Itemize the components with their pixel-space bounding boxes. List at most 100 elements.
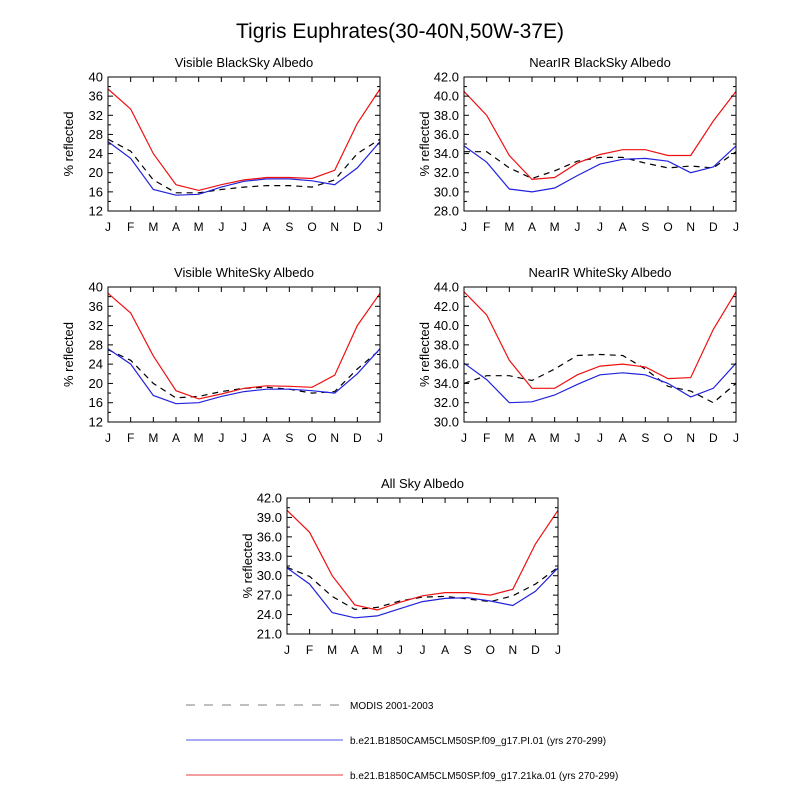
y-tick-label: 30.0 [434, 184, 459, 199]
y-tick-label: 36 [89, 89, 103, 104]
y-tick-label: 20 [89, 376, 103, 391]
y-axis-label: % reflected [417, 322, 432, 387]
x-tick-label: M [148, 431, 158, 445]
chart-panel-2: NearIR BlackSky Albedo 28.0 30.0 32.0 34.0 36… [417, 55, 739, 234]
x-tick-label: M [327, 643, 337, 657]
x-tick-label: S [464, 643, 472, 657]
series-line-ka [107, 88, 381, 192]
x-tick-label: N [686, 220, 695, 234]
panel-title: NearIR BlackSky Albedo [529, 55, 671, 70]
x-tick-label: O [663, 220, 672, 234]
x-tick-label: J [377, 220, 383, 234]
series-line-ka [463, 291, 737, 389]
x-tick-label: J [420, 643, 426, 657]
y-tick-label: 16 [89, 184, 103, 199]
x-tick-label: M [194, 431, 204, 445]
y-tick-label: 16 [89, 395, 103, 410]
x-tick-label: N [330, 431, 339, 445]
x-tick-label: M [194, 220, 204, 234]
y-axis-label: % reflected [240, 533, 255, 598]
x-tick-label: O [307, 431, 316, 445]
y-axis-label: % reflected [61, 322, 76, 387]
y-tick-label: 24 [89, 146, 103, 161]
x-tick-label: A [351, 643, 359, 657]
chart-panel-5: All Sky Albedo 21.0 24.0 27.0 30.0 33.0 36.0 39… [240, 476, 561, 657]
chart-panel-4: NearIR WhiteSky Albedo 30.0 32.0 34.0 36.0 38… [417, 265, 739, 445]
x-tick-label: A [619, 220, 627, 234]
x-tick-label: S [285, 220, 293, 234]
x-tick-label: O [486, 643, 495, 657]
x-tick-label: D [353, 220, 362, 234]
y-tick-label: 44.0 [434, 280, 459, 295]
x-tick-label: J [597, 220, 603, 234]
x-tick-label: J [284, 643, 290, 657]
x-tick-label: M [504, 431, 514, 445]
y-tick-label: 40 [89, 70, 103, 85]
panel-title: Visible WhiteSky Albedo [174, 265, 314, 280]
x-tick-label: F [483, 431, 490, 445]
series-line-pi [463, 362, 737, 404]
x-tick-label: J [574, 431, 580, 445]
x-tick-label: S [641, 220, 649, 234]
x-tick-label: J [218, 220, 224, 234]
x-tick-label: N [330, 220, 339, 234]
y-tick-label: 32 [89, 318, 103, 333]
y-tick-label: 36.0 [257, 529, 282, 544]
y-tick-label: 30.0 [257, 568, 282, 583]
y-tick-label: 36.0 [434, 357, 459, 372]
x-tick-label: A [263, 220, 271, 234]
y-tick-label: 40.0 [434, 318, 459, 333]
x-tick-label: J [241, 220, 247, 234]
y-tick-label: 34.0 [434, 146, 459, 161]
plot-frame [463, 76, 737, 212]
x-tick-label: D [709, 431, 718, 445]
y-tick-label: 32.0 [434, 395, 459, 410]
x-tick-label: F [127, 431, 134, 445]
x-tick-label: J [105, 431, 111, 445]
x-tick-label: J [377, 431, 383, 445]
x-tick-label: N [686, 431, 695, 445]
series-line-pi [286, 567, 559, 619]
y-tick-label: 12 [89, 204, 103, 219]
y-axis-label: % reflected [417, 111, 432, 176]
y-tick-label: 28.0 [434, 204, 459, 219]
y-tick-label: 42.0 [257, 491, 282, 506]
y-tick-label: 21.0 [257, 627, 282, 642]
x-tick-label: A [528, 431, 536, 445]
x-tick-label: F [483, 220, 490, 234]
y-tick-label: 33.0 [257, 549, 282, 564]
x-tick-label: J [105, 220, 111, 234]
series-line-ka [107, 292, 381, 400]
x-tick-label: S [285, 431, 293, 445]
y-tick-label: 40.0 [434, 89, 459, 104]
panel-title: All Sky Albedo [381, 476, 464, 491]
x-tick-label: J [597, 431, 603, 445]
legend-label-pi: b.e21.B1850CAM5CLM50SP.f09_g17.PI.01 (yr… [350, 736, 606, 747]
x-tick-label: J [397, 643, 403, 657]
x-tick-label: A [263, 431, 271, 445]
series-line-modis [464, 151, 737, 180]
chart-panel-3: Visible WhiteSky Albedo 12 16 20 24 28 32 36 40 J… [61, 265, 383, 445]
y-tick-label: 28 [89, 337, 103, 352]
y-tick-label: 42.0 [434, 70, 459, 85]
y-tick-label: 38.0 [434, 108, 459, 123]
panel-title: NearIR WhiteSky Albedo [528, 265, 671, 280]
series-line-modis [107, 349, 381, 399]
x-tick-label: J [241, 431, 247, 445]
x-tick-label: A [528, 220, 536, 234]
x-tick-label: J [461, 220, 467, 234]
x-tick-label: M [550, 431, 560, 445]
panel-title: Visible BlackSky Albedo [175, 55, 314, 70]
y-tick-label: 32.0 [434, 165, 459, 180]
chart-panel-1: Visible BlackSky Albedo 12 16 20 24 28 32 36 40 J… [61, 55, 383, 234]
y-tick-label: 27.0 [257, 588, 282, 603]
series-line-ka [286, 509, 559, 611]
x-tick-label: F [127, 220, 134, 234]
y-tick-label: 24 [89, 357, 103, 372]
x-tick-label: O [307, 220, 316, 234]
y-tick-label: 32 [89, 108, 103, 123]
legend-label-ka: b.e21.B1850CAM5CLM50SP.f09_g17.21ka.01 (… [350, 771, 618, 782]
x-tick-label: M [550, 220, 560, 234]
series-line-ka [463, 90, 737, 181]
